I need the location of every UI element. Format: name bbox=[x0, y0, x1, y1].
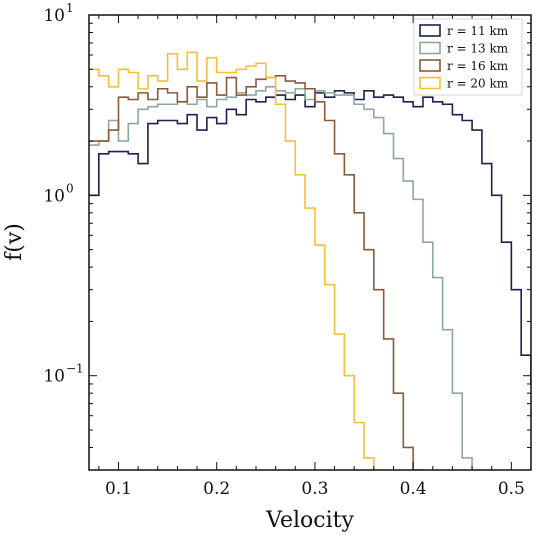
x-tick-label: 0.1 bbox=[105, 479, 132, 499]
y-tick-label: 10−1 bbox=[43, 362, 83, 387]
legend-swatch-1 bbox=[419, 24, 441, 37]
legend-label-2: r = 13 km bbox=[447, 42, 509, 56]
x-tick-label: 0.5 bbox=[498, 479, 525, 499]
x-tick-label: 0.4 bbox=[400, 479, 427, 499]
series-line-3 bbox=[89, 75, 424, 470]
x-axis-label: Velocity bbox=[265, 508, 354, 533]
legend-label-3: r = 16 km bbox=[447, 59, 509, 73]
legend-label-1: r = 11 km bbox=[447, 24, 509, 38]
legend-label-4: r = 20 km bbox=[447, 77, 509, 91]
legend-swatch-2 bbox=[419, 41, 441, 55]
series-line-4 bbox=[89, 51, 385, 470]
legend-frame bbox=[413, 18, 523, 96]
y-axis-label: f(v) bbox=[2, 223, 27, 261]
legend-swatch-4 bbox=[419, 76, 441, 90]
series-line-1 bbox=[89, 89, 531, 385]
legend-swatch-3 bbox=[419, 59, 441, 72]
y-tick-exponent: 1 bbox=[66, 1, 74, 15]
series-layer bbox=[89, 51, 531, 470]
plot-frame bbox=[88, 14, 532, 471]
ticks-layer bbox=[89, 14, 532, 471]
y-tick-exponent: 0 bbox=[66, 181, 74, 195]
x-tick-label: 0.3 bbox=[301, 479, 328, 499]
y-tick-exponent: −1 bbox=[66, 362, 84, 376]
y-tick-label: 100 bbox=[43, 181, 73, 206]
x-tick-label: 0.2 bbox=[203, 479, 230, 499]
legend: r = 11 km r = 13 km r = 16 km r = 20 km bbox=[413, 18, 523, 96]
y-tick-label: 101 bbox=[43, 1, 73, 26]
series-line-2 bbox=[89, 85, 483, 470]
